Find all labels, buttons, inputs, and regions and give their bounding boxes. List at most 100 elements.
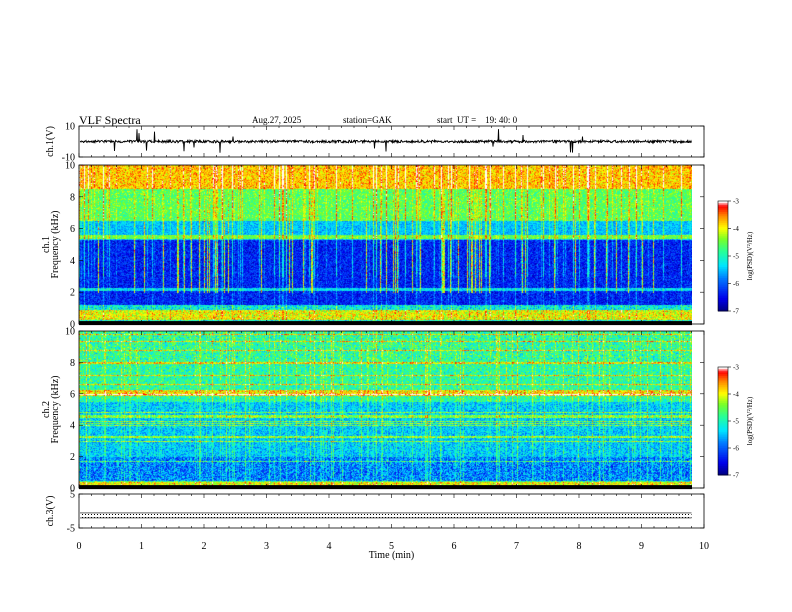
ch1-spectrogram-ytick-label: 8 <box>70 192 75 203</box>
ch1-waveform-ytick-label: -10 <box>62 153 75 164</box>
x-tick-label: 6 <box>452 541 457 552</box>
colorbar-ch1-segment <box>718 204 728 207</box>
colorbar-ch1-segment <box>718 285 728 288</box>
ch1-spectrogram-ytick-label: 0 <box>70 320 75 331</box>
date-label: Aug.27, 2025 <box>252 115 302 125</box>
colorbar-ch1-tick-label: -5 <box>733 253 739 261</box>
colorbar-ch2-segment <box>718 403 728 406</box>
colorbar-ch2-segment <box>718 464 728 467</box>
colorbar-ch2-segment <box>718 442 728 445</box>
colorbar-ch2-tick-label: -4 <box>733 391 739 399</box>
ch2-spectrogram-ytick-label: 2 <box>70 452 75 463</box>
colorbar-ch2-segment <box>718 451 728 454</box>
colorbar-ch2-segment <box>718 462 728 465</box>
colorbar-ch1-segment <box>718 307 728 310</box>
colorbar-ch2-segment <box>718 388 728 391</box>
colorbar-ch2-segment <box>718 448 728 451</box>
colorbar-ch1-segment <box>718 254 728 257</box>
ch3-waveform-ylabel: ch.3(V) <box>45 496 56 527</box>
colorbar-ch1-segment <box>718 270 728 273</box>
ch1-spectrogram-ytick-label: 2 <box>70 288 75 299</box>
ch1-spectrogram-ytick-label: 10 <box>65 161 75 172</box>
ch2-spectrogram-ytick-label: 0 <box>70 484 75 495</box>
colorbar-ch1-segment <box>718 259 728 262</box>
colorbar-ch1-segment <box>718 309 728 312</box>
colorbar-ch2-segment <box>718 426 728 429</box>
ch1-waveform-trace <box>79 129 692 153</box>
colorbar-ch2-segment <box>718 467 728 471</box>
colorbar-ch1-label: log(PSD)(V²/Hz) <box>746 231 754 280</box>
colorbar-ch2-segment <box>718 424 728 427</box>
colorbar-ch1-segment <box>718 276 728 279</box>
colorbar-ch2-segment <box>718 413 728 417</box>
x-tick-label: 9 <box>639 541 644 552</box>
colorbar-ch1-segment <box>718 241 728 244</box>
colorbar-ch2-segment <box>718 367 728 370</box>
colorbar-ch1-segment <box>718 298 728 301</box>
colorbar-ch1-segment <box>718 228 728 231</box>
x-tick-label: 1 <box>139 541 144 552</box>
ch3-waveform-trace <box>80 512 692 518</box>
colorbar-ch2-segment <box>718 440 728 444</box>
colorbar-ch2-segment <box>718 460 728 463</box>
ch3-waveform-ytick-label: -5 <box>67 524 75 535</box>
colorbar-ch2-segment <box>718 469 728 472</box>
colorbar-ch2-segment <box>718 412 728 415</box>
colorbar-ch1-segment <box>718 243 728 246</box>
colorbar-ch2-segment <box>718 471 728 474</box>
colorbar-ch1-segment <box>718 213 728 217</box>
colorbar-ch2-segment <box>718 433 728 436</box>
ch1-waveform-ylabel: ch.1(V) <box>45 126 56 157</box>
colorbar-ch2-segment <box>718 408 728 411</box>
colorbar-ch2-segment <box>718 422 728 426</box>
colorbar-ch1-segment <box>718 296 728 299</box>
colorbar-ch2-segment <box>718 435 728 438</box>
colorbar-ch1-segment <box>718 230 728 233</box>
colorbar-ch2-segment <box>718 385 728 388</box>
x-tick-label: 2 <box>202 541 207 552</box>
x-tick-label: 5 <box>389 541 394 552</box>
colorbar-ch1-segment <box>718 217 728 220</box>
colorbar-ch1-segment <box>718 289 728 292</box>
colorbar-ch2-segment <box>718 453 728 456</box>
colorbar-ch2-segment <box>718 446 728 449</box>
ch2-spectrogram-ytick-label: 10 <box>65 327 75 338</box>
colorbar-ch1-tick-label: -4 <box>733 225 739 233</box>
colorbar-ch2-segment <box>718 431 728 435</box>
colorbar-ch2-segment <box>718 394 728 397</box>
ch1-spectrogram-image <box>79 165 692 324</box>
colorbar-ch1-segment <box>718 278 728 281</box>
colorbar-ch1-segment <box>718 248 728 251</box>
colorbar-ch2-segment <box>718 437 728 440</box>
colorbar-ch2-segment <box>718 370 728 373</box>
colorbar-ch2-label: log(PSD)(V²/Hz) <box>746 396 754 445</box>
x-tick-label: 0 <box>77 541 82 552</box>
colorbar-ch1-segment <box>718 235 728 239</box>
colorbar-ch2-segment <box>718 430 728 433</box>
colorbar-ch1-segment <box>718 223 728 226</box>
colorbar-ch2-segment <box>718 419 728 422</box>
colorbar-ch2-segment <box>718 395 728 399</box>
colorbar-ch2-segment <box>718 466 728 469</box>
colorbar-ch1-segment <box>718 215 728 218</box>
colorbar-ch1-segment <box>718 252 728 255</box>
colorbar-ch1-segment <box>718 261 728 264</box>
colorbar-ch1-segment <box>718 239 728 242</box>
colorbar-ch1-segment <box>718 305 728 308</box>
colorbar-ch2-segment <box>718 392 728 395</box>
colorbar-ch1-segment <box>718 257 728 261</box>
colorbar-ch2-segment <box>718 368 728 372</box>
ch2-spectrogram-ylabel-channel: ch.2 <box>41 401 52 418</box>
ch1-waveform-ytick-label: 10 <box>65 122 75 133</box>
ch1-spectrogram-ytick-label: 6 <box>70 224 75 235</box>
ch2-spectrogram-ylabel-frequency: Frequency (kHz) <box>50 375 61 443</box>
colorbar-ch1-segment <box>718 246 728 250</box>
x-tick-label: 4 <box>327 541 332 552</box>
colorbar-ch2-segment <box>718 457 728 460</box>
colorbar-ch1-segment <box>718 272 728 275</box>
colorbar-ch2-segment <box>718 444 728 447</box>
colorbar-ch1-segment <box>718 279 728 283</box>
colorbar-ch1-segment <box>718 219 728 222</box>
colorbar-ch2-segment <box>718 374 728 377</box>
